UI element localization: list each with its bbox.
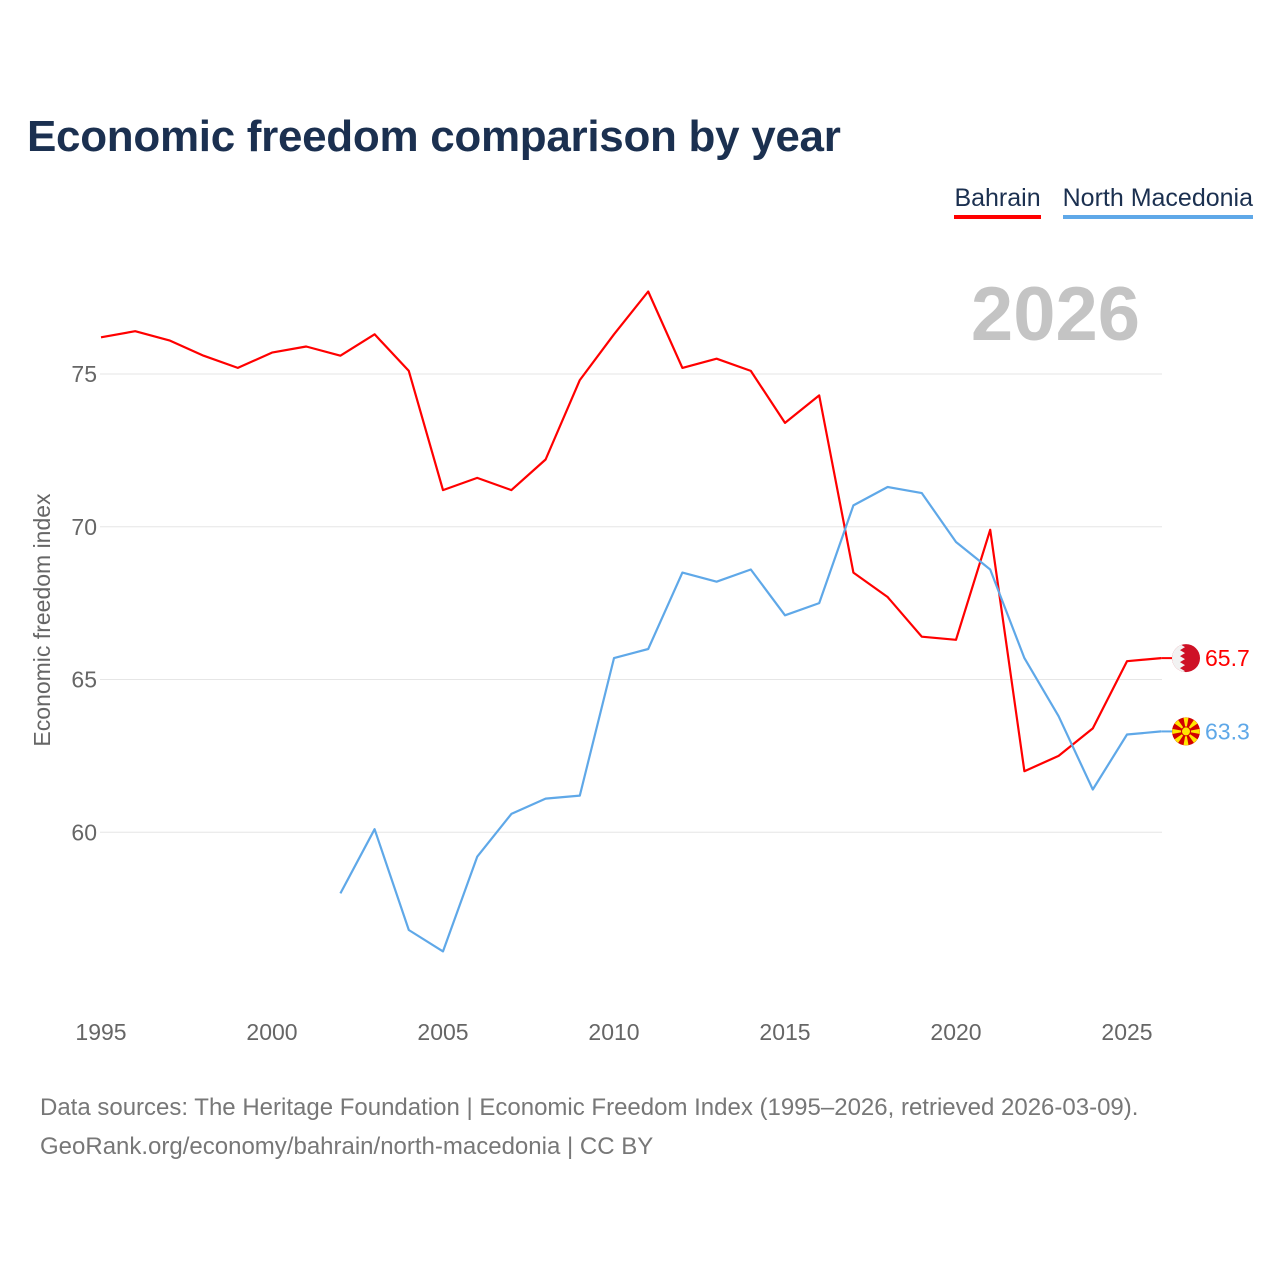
x-tick-label: 2010 <box>588 1019 639 1045</box>
y-tick-label: 70 <box>71 514 97 540</box>
x-tick-label: 2020 <box>930 1019 981 1045</box>
x-tick-label: 2025 <box>1101 1019 1152 1045</box>
y-tick-label: 60 <box>71 819 97 845</box>
chart-title: Economic freedom comparison by year <box>27 112 841 161</box>
footer: Data sources: The Heritage Foundation | … <box>40 1088 1138 1166</box>
flag-ray <box>1186 728 1200 734</box>
legend: Bahrain North Macedonia <box>954 184 1253 219</box>
y-tick-label: 65 <box>71 667 97 693</box>
series-line-north-macedonia <box>339 485 1162 953</box>
y-axis-label: Economic freedom index <box>29 493 55 747</box>
x-tick-label: 2015 <box>759 1019 810 1045</box>
series-line-bahrain <box>100 290 1162 773</box>
legend-north-macedonia[interactable]: North Macedonia <box>1062 184 1253 219</box>
flag-sun <box>1181 726 1191 737</box>
x-tick-label: 2000 <box>246 1019 297 1045</box>
flag-ray <box>1183 731 1189 746</box>
source-link[interactable]: GeoRank.org/economy/bahrain/north-macedo… <box>40 1133 654 1160</box>
x-tick-label: 1995 <box>75 1019 126 1045</box>
x-tick-label: 2005 <box>417 1019 468 1045</box>
end-value-label: 65.7 <box>1205 645 1250 671</box>
legend-bahrain[interactable]: Bahrain <box>954 184 1041 219</box>
data-source: Data sources: The Heritage Foundation | … <box>40 1094 1139 1121</box>
flag-ray <box>1183 717 1189 732</box>
year-watermark: 2026 <box>971 272 1140 357</box>
flag-ray <box>1172 728 1186 734</box>
y-tick-label: 75 <box>71 361 97 387</box>
bahrain-flag-stripe <box>1172 644 1185 673</box>
end-value-label: 63.3 <box>1205 718 1250 744</box>
